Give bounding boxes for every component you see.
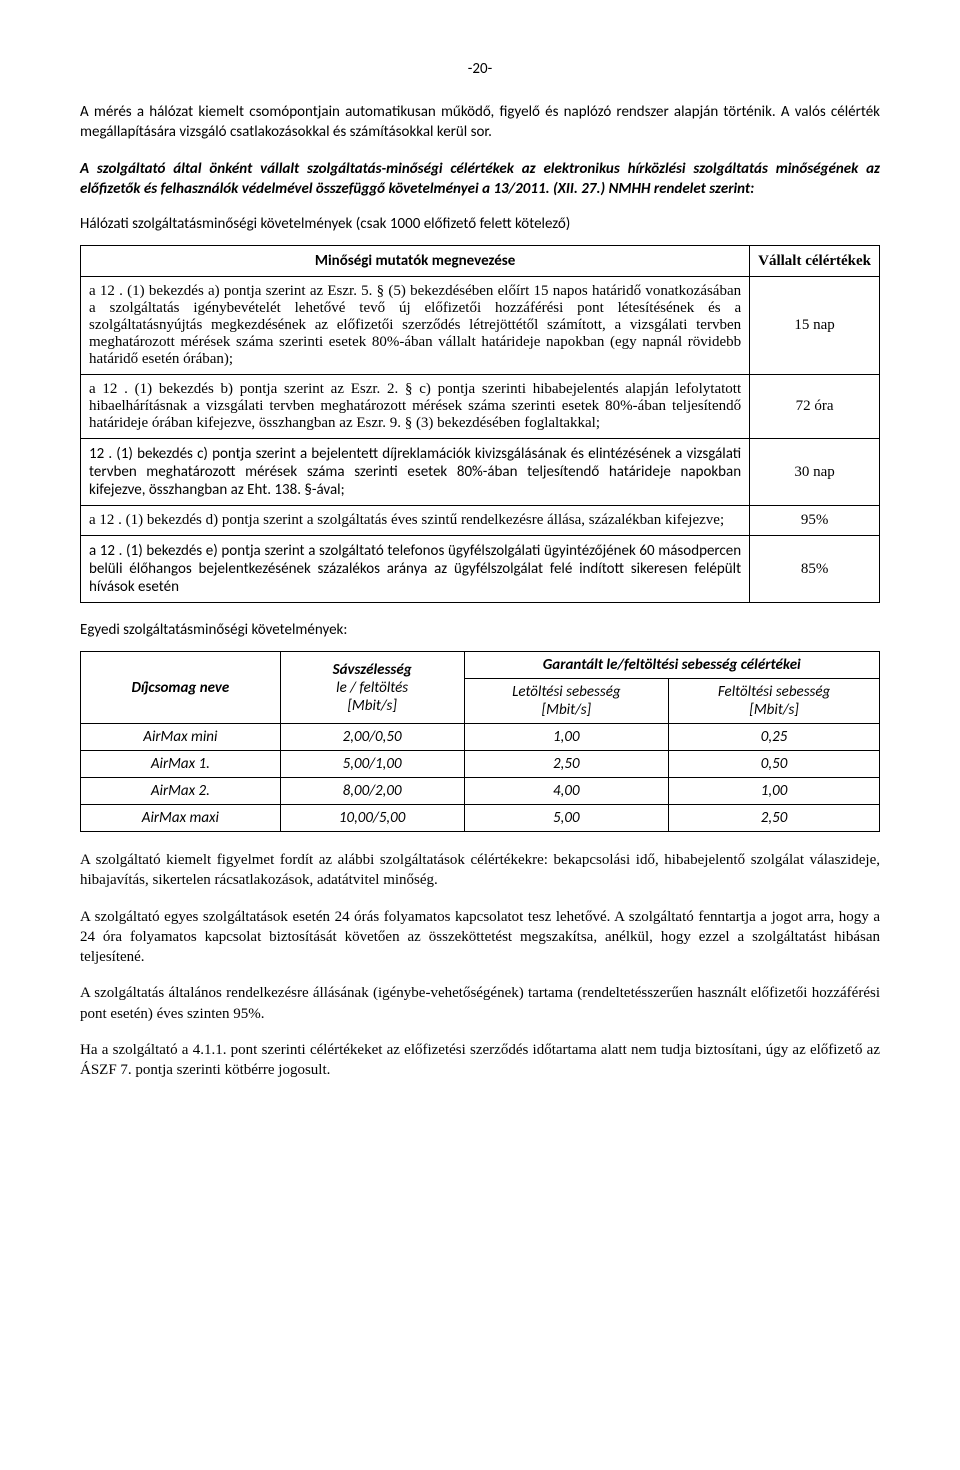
pkg-down: 4,00: [464, 778, 669, 805]
pkg-down: 5,00: [464, 805, 669, 832]
pkg-bw: 8,00/2,00: [280, 778, 464, 805]
pkg-name: AirMax 1.: [81, 751, 281, 778]
quality-heading: Hálózati szolgáltatásminőségi követelmén…: [80, 215, 880, 233]
pkg-header-up-unit: [Mbit/s]: [679, 701, 869, 719]
quality-metric: a 12 . (1) bekezdés d) pontja szerint a …: [81, 506, 750, 536]
paragraph-1: A mérés a hálózat kiemelt csomópontjain …: [80, 102, 880, 143]
pkg-header-up-label: Feltöltési sebesség: [679, 683, 869, 701]
pkg-row: AirMax 2. 8,00/2,00 4,00 1,00: [81, 778, 880, 805]
pkg-down: 2,50: [464, 751, 669, 778]
quality-value: 30 nap: [750, 439, 880, 506]
pkg-name: AirMax mini: [81, 724, 281, 751]
paragraph-5: A szolgáltatás általános rendelkezésre á…: [80, 983, 880, 1024]
paragraph-4: A szolgáltató egyes szolgáltatások eseté…: [80, 907, 880, 968]
pkg-name: AirMax maxi: [81, 805, 281, 832]
pkg-up: 2,50: [669, 805, 880, 832]
quality-row: a 12 . (1) bekezdés d) pontja szerint a …: [81, 506, 880, 536]
pkg-down: 1,00: [464, 724, 669, 751]
pkg-header-bw-title: Sávszélesség: [291, 661, 454, 679]
paragraph-6: Ha a szolgáltató a 4.1.1. pont szerinti …: [80, 1040, 880, 1081]
quality-header-value: Vállalt célértékek: [750, 246, 880, 277]
pkg-up: 1,00: [669, 778, 880, 805]
document-page: -20- A mérés a hálózat kiemelt csomópont…: [0, 0, 960, 1136]
pkg-name: AirMax 2.: [81, 778, 281, 805]
pkg-bw: 10,00/5,00: [280, 805, 464, 832]
quality-value: 15 nap: [750, 277, 880, 375]
quality-metric: a 12 . (1) bekezdés b) pontja szerint az…: [81, 375, 750, 439]
page-number: -20-: [80, 60, 880, 78]
pkg-header-bandwidth: Sávszélesség le / feltöltés [Mbit/s]: [280, 652, 464, 724]
quality-table: Minőségi mutatók megnevezése Vállalt cél…: [80, 245, 880, 603]
quality-value: 72 óra: [750, 375, 880, 439]
quality-metric: a 12 . (1) bekezdés e) pontja szerint a …: [81, 536, 750, 603]
pkg-bw: 2,00/0,50: [280, 724, 464, 751]
individual-heading: Egyedi szolgáltatásminőségi követelménye…: [80, 621, 880, 639]
quality-metric: 12 . (1) bekezdés c) pontja szerint a be…: [81, 439, 750, 506]
quality-row: a 12 . (1) bekezdés a) pontja szerint az…: [81, 277, 880, 375]
pkg-header-bw-sub: le / feltöltés: [291, 679, 454, 697]
pkg-header-guaranteed: Garantált le/feltöltési sebesség célérté…: [464, 652, 879, 679]
pkg-header-up: Feltöltési sebesség [Mbit/s]: [669, 679, 880, 724]
quality-metric: a 12 . (1) bekezdés a) pontja szerint az…: [81, 277, 750, 375]
pkg-bw: 5,00/1,00: [280, 751, 464, 778]
quality-value: 95%: [750, 506, 880, 536]
pkg-header-bw-unit: [Mbit/s]: [291, 697, 454, 715]
quality-row: a 12 . (1) bekezdés e) pontja szerint a …: [81, 536, 880, 603]
pkg-header-down: Letöltési sebesség [Mbit/s]: [464, 679, 669, 724]
pkg-up: 0,50: [669, 751, 880, 778]
paragraph-2: A szolgáltató által önként vállalt szolg…: [80, 159, 880, 200]
pkg-row: AirMax 1. 5,00/1,00 2,50 0,50: [81, 751, 880, 778]
pkg-header-down-label: Letöltési sebesség: [475, 683, 659, 701]
pkg-row: AirMax mini 2,00/0,50 1,00 0,25: [81, 724, 880, 751]
quality-header-metric: Minőségi mutatók megnevezése: [81, 246, 750, 277]
pkg-header-name: Díjcsomag neve: [81, 652, 281, 724]
quality-row: a 12 . (1) bekezdés b) pontja szerint az…: [81, 375, 880, 439]
pkg-header-down-unit: [Mbit/s]: [475, 701, 659, 719]
quality-row: 12 . (1) bekezdés c) pontja szerint a be…: [81, 439, 880, 506]
paragraph-3: A szolgáltató kiemelt figyelmet fordít a…: [80, 850, 880, 891]
packages-table: Díjcsomag neve Sávszélesség le / feltölt…: [80, 651, 880, 832]
pkg-row: AirMax maxi 10,00/5,00 5,00 2,50: [81, 805, 880, 832]
quality-value: 85%: [750, 536, 880, 603]
pkg-up: 0,25: [669, 724, 880, 751]
